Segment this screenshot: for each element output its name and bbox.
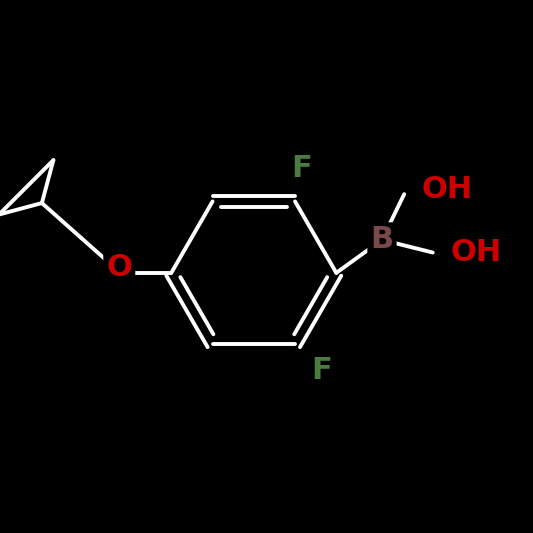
Text: O: O (107, 253, 132, 282)
Text: B: B (370, 225, 393, 254)
Text: OH: OH (450, 238, 502, 267)
Text: OH: OH (422, 175, 473, 204)
Text: F: F (311, 357, 332, 385)
Text: F: F (291, 154, 312, 183)
